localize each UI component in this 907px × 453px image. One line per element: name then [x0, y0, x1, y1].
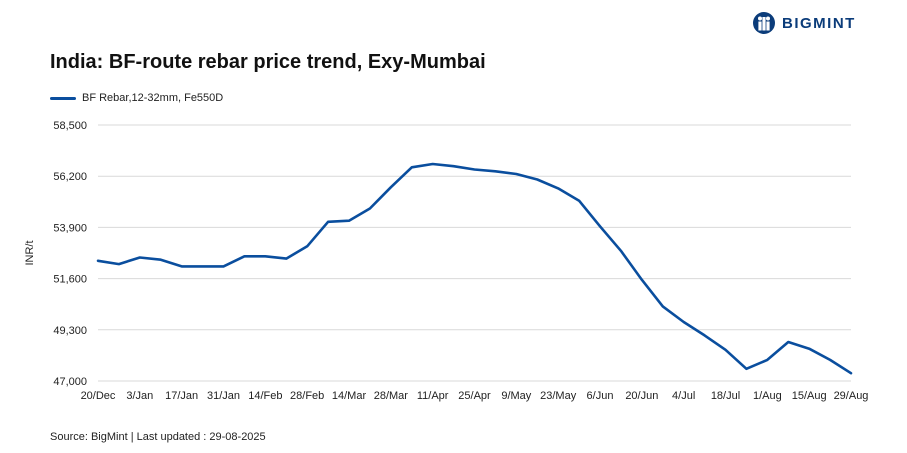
y-tick-label: 47,000: [53, 376, 87, 388]
legend: BF Rebar,12-32mm, Fe550D: [50, 92, 223, 104]
x-tick-label: 4/Jul: [672, 390, 695, 402]
x-tick-label: 29/Aug: [834, 390, 869, 402]
y-tick-label: 56,200: [53, 171, 87, 183]
x-axis-ticks: 20/Dec 3/Jan 17/Jan 31/Jan 14/Feb 28/Feb 14/Ma…: [81, 390, 869, 402]
x-tick-label: 11/Apr: [417, 390, 449, 402]
y-tick-label: 53,900: [53, 222, 87, 234]
y-tick-label: 51,600: [53, 274, 87, 286]
x-tick-label: 3/Jan: [126, 390, 153, 402]
series-layer: [96, 162, 853, 375]
bigmint-logo-icon: [753, 12, 775, 34]
legend-label: BF Rebar,12-32mm, Fe550D: [82, 92, 224, 104]
y-axis-ticks: 47,000 49,300 51,600 53,900 56,200 58,500: [53, 120, 87, 388]
x-tick-label: 28/Feb: [290, 390, 324, 402]
x-tick-label: 15/Aug: [792, 390, 827, 402]
y-axis-label: INR/t: [24, 240, 36, 265]
source-note: Source: BigMint | Last updated : 29-08-2…: [50, 431, 266, 443]
x-tick-label: 23/May: [540, 390, 577, 402]
x-tick-label: 25/Apr: [458, 390, 491, 402]
legend-swatch: [50, 96, 76, 100]
x-tick-label: 17/Jan: [165, 390, 198, 402]
brand-logo: BIGMINT: [752, 11, 856, 35]
x-tick-label: 9/May: [501, 390, 531, 402]
x-tick-label: 20/Jun: [625, 390, 658, 402]
chart-title: India: BF-route rebar price trend, Exy-M…: [50, 51, 486, 73]
brand-name: BIGMINT: [782, 14, 856, 32]
x-tick-label: 20/Dec: [81, 390, 116, 402]
x-tick-label: 18/Jul: [711, 390, 740, 402]
x-tick-label: 14/Feb: [248, 390, 282, 402]
x-tick-label: 6/Jun: [587, 390, 614, 402]
x-tick-label: 14/Mar: [332, 390, 367, 402]
x-tick-label: 1/Aug: [753, 390, 782, 402]
series-line: [96, 162, 853, 375]
x-tick-label: 28/Mar: [374, 390, 409, 402]
x-tick-label: 31/Jan: [207, 390, 240, 402]
y-tick-label: 49,300: [53, 325, 87, 337]
gridlines: [98, 124, 851, 382]
y-tick-label: 58,500: [53, 120, 87, 132]
